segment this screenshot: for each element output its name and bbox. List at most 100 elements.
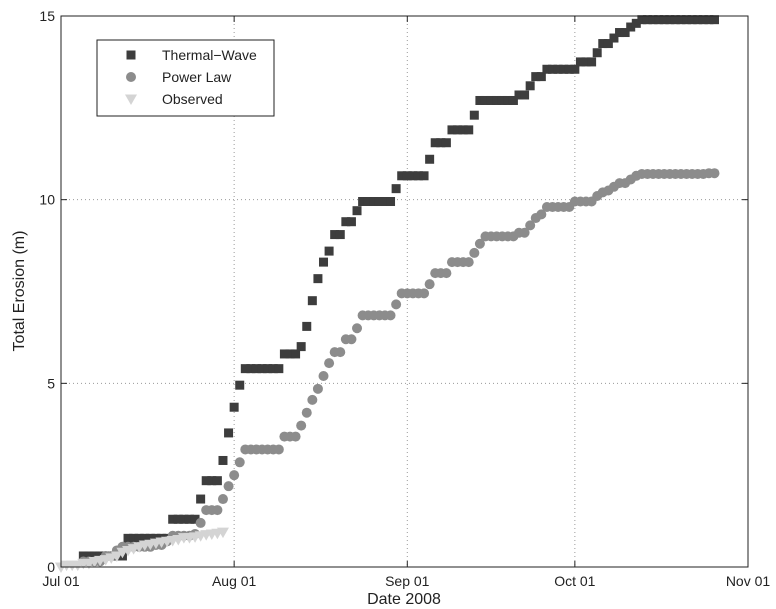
power-law-point — [525, 220, 536, 231]
thermal-wave-point — [413, 171, 423, 181]
thermal-wave-point — [129, 533, 139, 543]
thermal-wave-point — [330, 230, 340, 240]
thermal-wave-point — [548, 64, 558, 74]
thermal-wave-point — [559, 64, 569, 74]
power-law-point — [318, 370, 329, 381]
thermal-wave-point — [615, 28, 625, 38]
power-law-point — [352, 323, 363, 334]
thermal-wave-point — [430, 138, 440, 148]
thermal-wave-point — [520, 90, 530, 100]
legend-label-observed: Observed — [162, 91, 223, 107]
power-law-point — [195, 517, 206, 528]
power-law-point — [296, 420, 307, 431]
thermal-wave-point — [553, 64, 563, 74]
plot-frame — [60, 15, 749, 568]
power-law-point — [290, 431, 301, 442]
thermal-wave-point — [84, 551, 94, 561]
thermal-wave-point — [123, 533, 133, 543]
thermal-wave-point — [134, 533, 144, 543]
legend-label-power-law: Power Law — [162, 69, 232, 85]
thermal-wave-point — [374, 197, 384, 207]
power-law-point — [301, 407, 312, 418]
thermal-wave-point — [564, 64, 574, 74]
thermal-wave-point — [704, 15, 714, 25]
thermal-wave-point — [536, 72, 546, 82]
thermal-wave-point — [486, 95, 496, 105]
thermal-wave-point — [268, 364, 278, 374]
thermal-wave-point — [497, 95, 507, 105]
thermal-wave-point — [469, 110, 479, 120]
axis-ticks: Jul 01 Aug 01 Sep 01 Oct 01 Nov 01 0 5 10 15 — [39, 8, 770, 589]
legend-marker-observed — [125, 94, 137, 105]
power-law-point — [391, 299, 402, 310]
x-tick-label: Oct 01 — [554, 573, 595, 589]
thermal-wave-point — [514, 90, 524, 100]
x-tick-label: Nov 01 — [726, 573, 771, 589]
thermal-wave-point — [296, 342, 306, 352]
thermal-wave-point — [352, 206, 362, 216]
thermal-wave-point — [603, 39, 613, 49]
thermal-wave-point — [693, 15, 703, 25]
thermal-wave-point — [263, 364, 273, 374]
power-law-point — [273, 444, 284, 455]
thermal-wave-point — [274, 364, 284, 374]
thermal-wave-point — [240, 364, 250, 374]
thermal-wave-point — [480, 95, 490, 105]
thermal-wave-point — [207, 476, 217, 486]
thermal-wave-point — [335, 230, 345, 240]
thermal-wave-point — [380, 197, 390, 207]
power-law-point — [324, 358, 335, 369]
power-law-point — [212, 505, 223, 516]
thermal-wave-point — [425, 154, 435, 164]
thermal-wave-point — [358, 197, 368, 207]
legend-label-thermal-wave: Thermal−Wave — [162, 47, 257, 63]
legend-marker-power-law — [126, 72, 136, 82]
x-axis-label: Date 2008 — [367, 591, 441, 608]
y-tick-label: 5 — [47, 375, 55, 391]
thermal-wave-point — [542, 64, 552, 74]
thermal-wave-point — [709, 15, 719, 25]
thermal-wave-point — [492, 95, 502, 105]
thermal-wave-point — [598, 39, 608, 49]
thermal-wave-point — [531, 72, 541, 82]
y-tick-label: 10 — [39, 192, 55, 208]
power-law-point — [346, 334, 357, 345]
power-law-point — [234, 457, 245, 468]
power-law-point — [419, 288, 430, 299]
thermal-wave-point — [453, 125, 463, 135]
thermal-wave-point — [698, 15, 708, 25]
thermal-wave-point — [78, 551, 88, 561]
thermal-wave-point — [654, 15, 664, 25]
thermal-wave-point — [592, 48, 602, 58]
thermal-wave-point — [346, 217, 356, 227]
thermal-wave-point — [682, 15, 692, 25]
thermal-wave-point — [447, 125, 457, 135]
thermal-wave-point — [285, 349, 295, 359]
power-law-point — [223, 481, 234, 492]
thermal-wave-point — [190, 514, 200, 524]
x-tick-label: Sep 01 — [385, 573, 430, 589]
power-law-point — [463, 257, 474, 268]
thermal-wave-point — [279, 349, 289, 359]
power-law-point — [536, 209, 547, 220]
thermal-wave-point — [687, 15, 697, 25]
thermal-wave-point — [302, 321, 312, 331]
thermal-wave-point — [642, 15, 652, 25]
thermal-wave-point — [570, 64, 580, 74]
thermal-wave-point — [581, 57, 591, 67]
thermal-wave-point — [307, 296, 317, 306]
thermal-wave-point — [670, 15, 680, 25]
thermal-wave-point — [631, 18, 641, 28]
thermal-wave-point — [408, 171, 418, 181]
thermal-wave-point — [648, 15, 658, 25]
thermal-wave-point — [475, 95, 485, 105]
thermal-wave-point — [609, 33, 619, 43]
observed-point — [110, 551, 123, 562]
thermal-wave-point — [626, 22, 636, 32]
thermal-wave-point — [575, 57, 585, 67]
thermal-wave-point — [201, 476, 211, 486]
thermal-wave-point — [324, 246, 334, 256]
thermal-wave-point — [676, 15, 686, 25]
thermal-wave-point — [419, 171, 429, 181]
